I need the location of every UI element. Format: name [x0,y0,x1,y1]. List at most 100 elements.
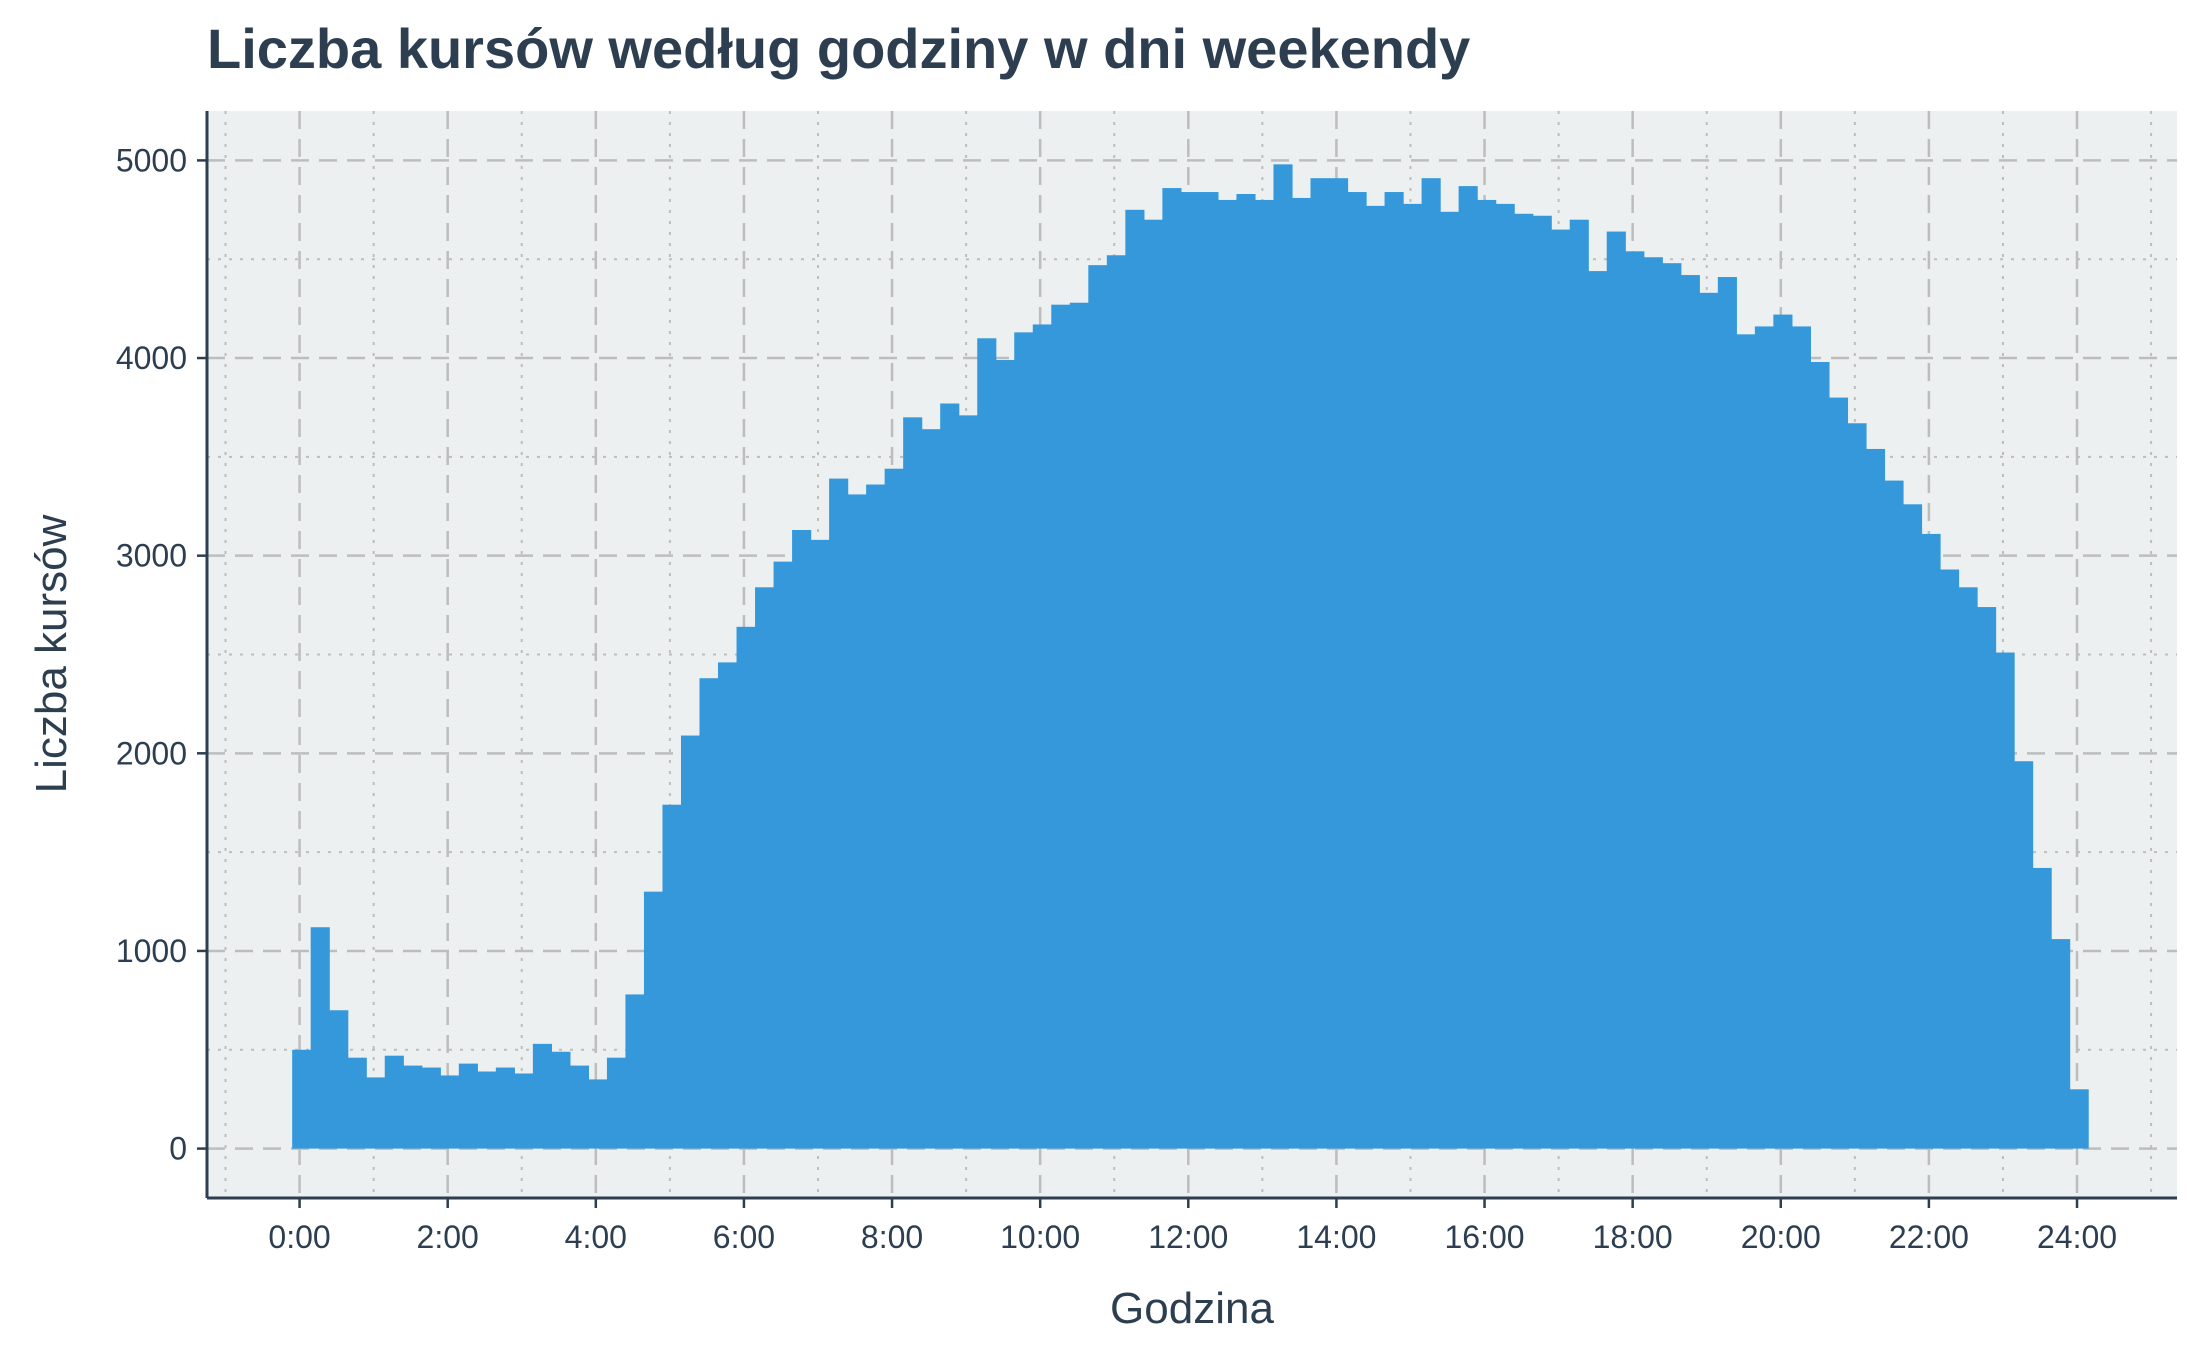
histogram-bar [1217,199,1238,1149]
x-axis-ticks: 0:00 2:00 4:00 6:00 8:00 10:00 12:00 14:00 16:00… [268,1198,2117,1255]
histogram-bar [1106,255,1126,1149]
histogram-bar [1421,178,1441,1149]
histogram-bar [1125,209,1145,1149]
histogram-bar [1569,219,1589,1149]
histogram-bar [1865,448,1886,1149]
histogram-bar [1329,178,1349,1149]
histogram-bar [1366,205,1386,1149]
histogram-bar [2069,1089,2089,1149]
x-tick-label: 22:00 [1889,1219,1969,1255]
histogram-bar [1791,326,1812,1149]
histogram-bar [1717,277,1737,1149]
histogram-bar [680,735,701,1149]
histogram-bar [1477,199,1497,1149]
histogram-bar [773,561,793,1149]
histogram-bar [421,1067,441,1149]
histogram-bar [440,1075,460,1149]
histogram-bar [958,415,978,1149]
histogram-bar [1088,265,1108,1149]
histogram-bar [1902,504,1923,1149]
histogram-bar [366,1077,386,1149]
histogram-bar [310,927,330,1149]
histogram-bar [792,529,812,1149]
y-axis-label: Liczba kursów [27,514,76,793]
histogram-bar [884,468,904,1149]
histogram-bar [514,1073,534,1149]
histogram-bar [2051,939,2071,1149]
histogram-bar [606,1057,627,1149]
y-tick-label: 2000 [116,735,187,771]
histogram-bar [1588,271,1608,1149]
x-tick-label: 10:00 [1000,1219,1080,1255]
histogram-bar [810,539,830,1149]
histogram-bar [2014,761,2034,1149]
x-tick-label: 12:00 [1148,1219,1228,1255]
histogram-bar [403,1065,423,1149]
x-tick-label: 8:00 [861,1219,923,1255]
x-axis-label: Godzina [1110,1284,1274,1333]
histogram-bar [866,484,886,1149]
histogram-bar [1440,211,1460,1149]
histogram-bar [1699,292,1719,1149]
histogram-bar [1810,361,1830,1149]
y-tick-label: 3000 [116,538,187,574]
histogram-bar [1995,652,2015,1149]
histogram-bar [1199,192,1219,1149]
histogram-bar [718,662,738,1149]
histogram-bar [1143,219,1163,1149]
histogram-bar [1625,251,1645,1149]
histogram-bar [1291,197,1312,1149]
histogram-bar [643,891,664,1149]
histogram-bar [1958,587,1978,1149]
histogram-bar [1773,314,1793,1149]
histogram-bar [1532,215,1552,1149]
histogram-bar [1495,203,1515,1149]
y-axis-ticks: 0 1000 2000 3000 4000 5000 [116,142,207,1167]
histogram-bar [477,1071,497,1149]
histogram-bar [2032,867,2052,1149]
histogram-bar [847,494,867,1149]
histogram-bar [1051,304,1071,1149]
histogram-bar [1884,480,1904,1149]
histogram-bar [329,1010,349,1149]
y-tick-label: 4000 [116,340,187,376]
x-tick-label: 6:00 [713,1219,775,1255]
x-tick-label: 0:00 [268,1219,330,1255]
histogram-bar [1014,332,1034,1149]
histogram-bar [569,1065,590,1149]
x-tick-label: 18:00 [1593,1219,1673,1255]
histogram-bar [625,994,645,1149]
histogram-bar [1828,397,1849,1149]
histogram-bar [1736,334,1756,1149]
histogram-bar [921,429,941,1149]
histogram-bar [1662,263,1682,1149]
histogram-bar [495,1067,515,1149]
histogram-bar [1680,275,1700,1149]
histogram-bar [1606,231,1626,1149]
histogram-bar [1162,188,1182,1149]
y-tick-label: 5000 [116,142,187,178]
histogram-bar [347,1057,367,1149]
histogram-bar [829,478,849,1149]
histogram-bar [1403,203,1423,1149]
histogram-bar [551,1051,571,1149]
histogram-bar [940,403,960,1149]
histogram-bar [1310,178,1330,1149]
histogram-bar [1551,229,1571,1149]
x-tick-label: 16:00 [1444,1219,1524,1255]
histogram-bar [977,338,997,1149]
histogram-bar [1458,186,1478,1149]
histogram-bar [1977,607,1997,1149]
x-tick-label: 2:00 [417,1219,479,1255]
histogram-bar [1236,194,1256,1149]
histogram-bar [995,360,1015,1149]
histogram-bar [1847,423,1867,1149]
histogram-bar [1180,192,1201,1149]
histogram-bar [1643,257,1663,1149]
histogram-bar [458,1063,478,1149]
histogram-bar [755,587,775,1149]
histogram-bar [1384,192,1404,1149]
histogram-bar [1273,164,1293,1149]
histogram-bar [1069,302,1089,1149]
